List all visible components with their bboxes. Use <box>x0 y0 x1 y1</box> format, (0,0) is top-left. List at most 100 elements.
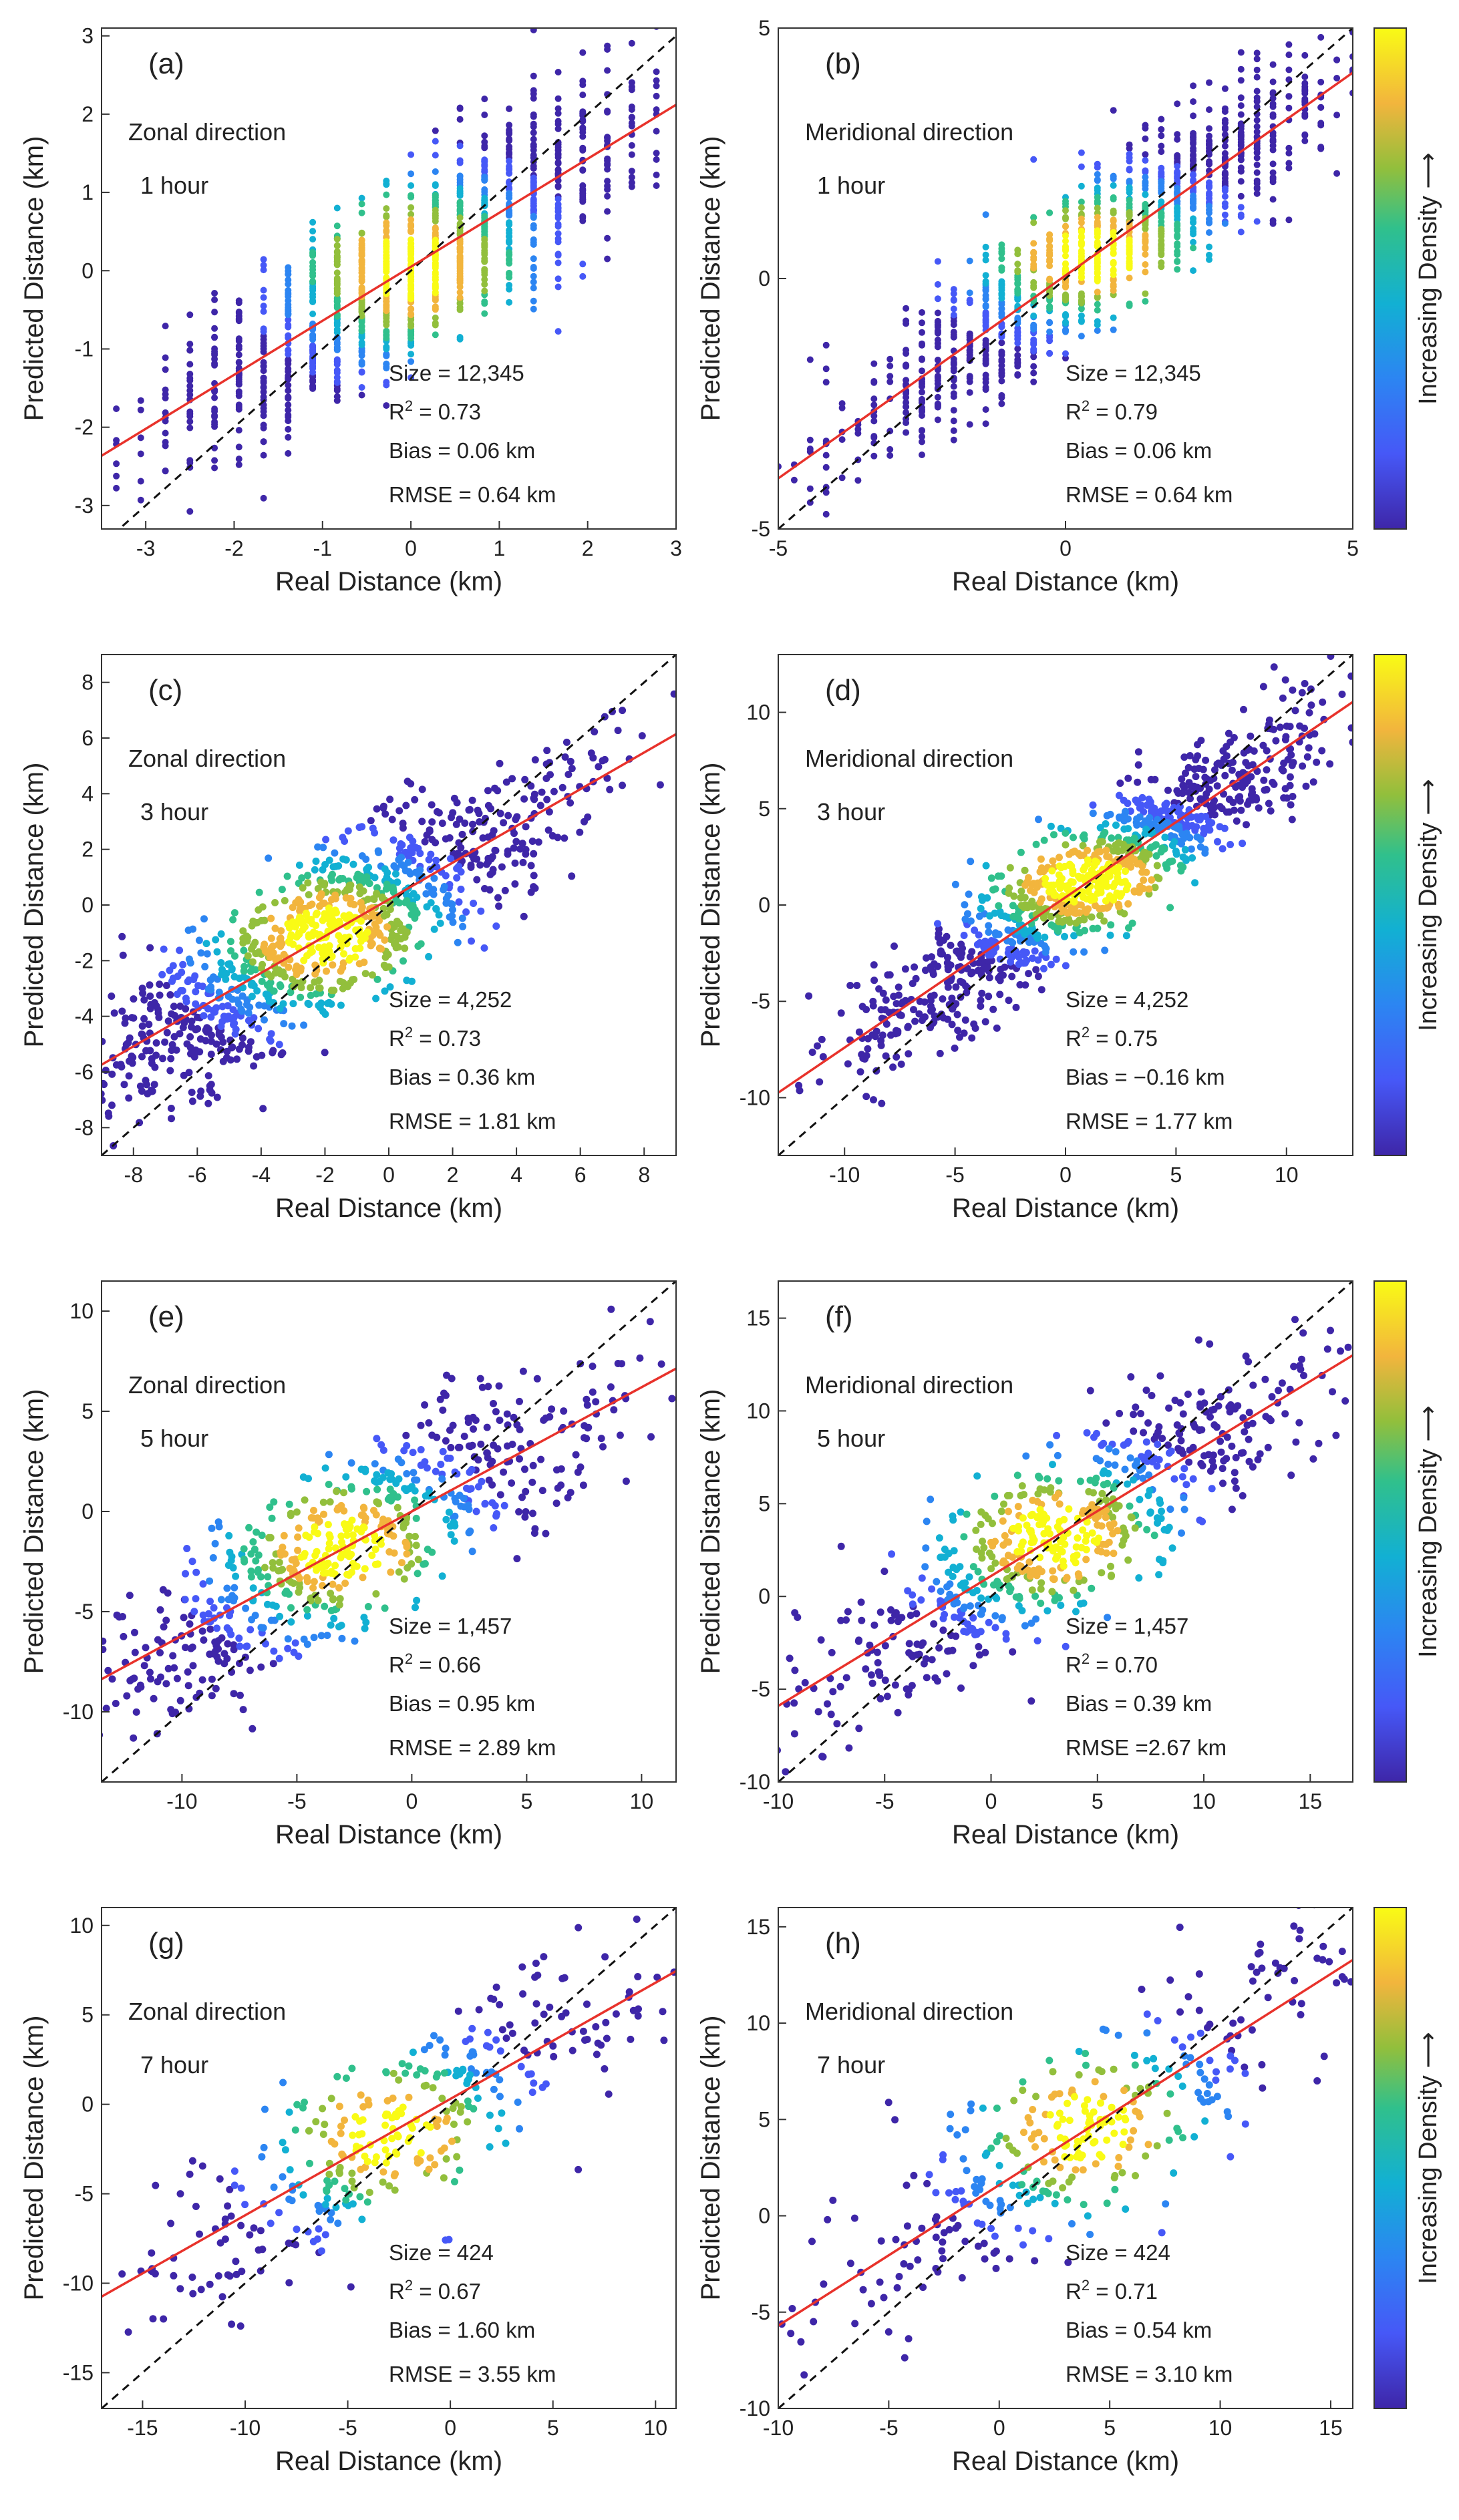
data-point <box>285 365 292 373</box>
data-point <box>1279 767 1287 775</box>
y-axis-label: Predicted Distance (km) <box>19 763 49 1048</box>
data-point <box>17 1759 24 1767</box>
data-point <box>846 982 854 989</box>
data-point <box>506 130 513 138</box>
data-point <box>897 1060 905 1068</box>
data-point <box>1136 882 1144 890</box>
data-point <box>1078 290 1085 297</box>
data-point <box>304 999 312 1007</box>
data-point <box>183 1040 191 1048</box>
data-point <box>1221 211 1229 218</box>
data-point <box>373 884 381 892</box>
data-point <box>67 1019 74 1026</box>
data-point <box>982 243 989 250</box>
data-point <box>285 449 292 457</box>
data-point <box>702 26 709 33</box>
data-point <box>1101 946 1109 954</box>
data-point <box>397 927 405 934</box>
data-point <box>998 250 1005 257</box>
data-point <box>1030 363 1037 370</box>
data-point <box>349 976 356 984</box>
data-point <box>506 122 513 129</box>
data-point <box>993 1024 1001 1032</box>
data-point <box>1237 156 1245 164</box>
data-point <box>382 885 390 893</box>
data-point <box>530 165 537 172</box>
data-point <box>1211 766 1219 774</box>
data-point <box>166 991 174 999</box>
data-point <box>1253 218 1261 225</box>
data-point <box>529 1509 536 1517</box>
data-point <box>1201 849 1209 857</box>
data-point <box>77 1153 85 1160</box>
data-point <box>1120 825 1128 833</box>
data-point <box>186 424 194 431</box>
data-point <box>13 1140 20 1147</box>
data-point <box>1317 78 1325 85</box>
data-point <box>561 753 569 761</box>
data-point <box>258 977 266 985</box>
data-point <box>1030 345 1037 353</box>
data-point <box>408 182 415 189</box>
data-point <box>126 1592 134 1600</box>
data-point <box>1237 228 1245 236</box>
data-point <box>383 327 390 335</box>
data-point <box>102 1067 110 1074</box>
data-point <box>1145 885 1153 893</box>
data-point <box>260 262 267 268</box>
data-point <box>408 228 415 235</box>
data-point <box>562 738 571 746</box>
data-point <box>886 378 894 385</box>
data-point <box>538 1487 546 1495</box>
data-point <box>1078 204 1085 211</box>
data-point <box>136 1082 144 1090</box>
data-point <box>953 1011 961 1019</box>
data-point <box>259 960 267 968</box>
y-axis-label: Predicted Distance (km) <box>696 136 725 421</box>
data-point <box>479 834 487 842</box>
data-point <box>73 1658 81 1666</box>
data-point <box>619 781 626 789</box>
size-stat: Size = 12,345 <box>389 361 524 385</box>
data-point <box>224 1013 232 1021</box>
data-point <box>1023 956 1031 964</box>
data-point <box>1103 812 1111 820</box>
data-point <box>260 294 267 301</box>
data-point <box>1364 693 1371 701</box>
data-point <box>1103 852 1111 860</box>
data-point <box>436 919 444 927</box>
data-point <box>1080 835 1088 843</box>
data-point <box>961 1016 969 1024</box>
data-point <box>677 53 684 60</box>
data-point <box>1126 250 1133 258</box>
data-point <box>934 920 941 928</box>
data-point <box>285 401 292 409</box>
data-point <box>402 891 410 899</box>
data-point <box>207 983 214 991</box>
data-point <box>604 208 611 215</box>
data-point <box>606 785 614 793</box>
data-point <box>912 974 920 982</box>
data-point <box>423 831 431 839</box>
data-point <box>512 816 520 824</box>
data-point <box>494 894 502 902</box>
data-point <box>428 801 436 809</box>
x-tick-label: 2 <box>447 1163 459 1187</box>
data-point <box>1276 723 1284 731</box>
panel-letter: (a) <box>148 47 184 80</box>
data-point <box>628 142 635 149</box>
data-point <box>1142 290 1149 297</box>
data-point <box>895 991 903 999</box>
data-point <box>447 855 454 863</box>
data-point <box>904 1023 912 1031</box>
data-point <box>776 115 782 122</box>
data-point <box>211 309 218 316</box>
data-point <box>1174 136 1181 143</box>
data-point <box>178 986 186 995</box>
data-point <box>202 1037 210 1045</box>
data-point <box>432 314 439 321</box>
data-point <box>1206 209 1212 216</box>
data-point <box>333 367 341 374</box>
